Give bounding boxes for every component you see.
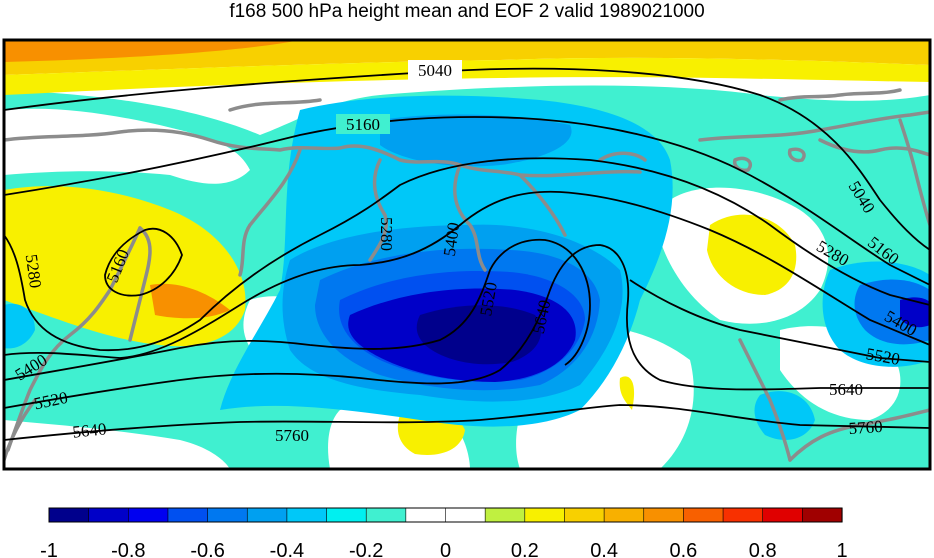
colorbar-cell (722, 507, 764, 523)
contour-5280 (4, 157, 930, 352)
colorbar-cell (286, 507, 328, 523)
contour-labels: 5040 5160 5040 5160 5160 5280 5280 5280 … (12, 60, 920, 445)
anomaly-near-zero-region (4, 420, 230, 469)
contour-5520-east (629, 279, 930, 363)
map-plot: 5040 5160 5040 5160 5160 5280 5280 5280 … (2, 38, 932, 471)
contour-label-5040: 5040 (418, 61, 452, 80)
colorbar-tick-label: 1 (836, 540, 847, 558)
colorbar-cell (246, 507, 288, 523)
anomaly-near-zero-region (4, 108, 250, 184)
contour-label-5280-center: 5280 (377, 217, 396, 251)
contour-5640 (4, 244, 930, 409)
colorbar-tick-label: -1 (40, 540, 58, 558)
contour-5760 (4, 404, 930, 441)
colorbar-tick-label: 0.4 (590, 540, 618, 558)
colorbar-cell (48, 507, 90, 523)
positive-anomaly-region (619, 376, 635, 410)
colorbar-cells (48, 507, 843, 523)
colorbar-tick-labels: -1 -0.8 -0.6 -0.4 -0.2 0 0.2 0.4 0.6 0.8 1 (40, 540, 847, 558)
negative-anomaly-region (380, 114, 572, 167)
contour-label-5760-west: 5760 (275, 426, 309, 445)
colorbar-tick-label: 0.8 (749, 540, 777, 558)
contour-label-5160: 5160 (346, 115, 380, 134)
colorbar-cell (326, 507, 367, 523)
colorbar-outline (48, 507, 843, 523)
colorbar-tick-label: 0.2 (511, 540, 539, 558)
colorbar-cell (207, 507, 248, 523)
contour-5040 (4, 67, 930, 251)
colorbar-tick-label: -0.4 (270, 540, 304, 558)
contour-5520 (4, 238, 591, 381)
positive-anomaly-region (4, 40, 300, 62)
colorbar-cell (802, 507, 843, 523)
map-title: f168 500 hPa height mean and EOF 2 valid… (229, 1, 705, 22)
colorbar-cell (524, 507, 566, 523)
colorbar-cell (762, 507, 803, 523)
coastlines (4, 88, 930, 462)
negative-anomaly-region (4, 303, 35, 349)
contour-5400 (4, 190, 930, 359)
colorbar-cell (484, 507, 526, 523)
height-contours (4, 67, 930, 441)
negative-anomaly-region (854, 279, 930, 345)
colorbar-cell (365, 507, 407, 523)
contour-label-5760-east: 5760 (848, 417, 883, 438)
colorbar-tick-label: 0 (440, 540, 451, 558)
colorbar-cell (445, 507, 486, 523)
colorbar-cell (405, 507, 447, 523)
colorbar-cell (88, 507, 129, 523)
contour-5160 (4, 116, 930, 286)
colorbar-cell (683, 507, 724, 523)
positive-anomaly-region (4, 57, 930, 95)
colorbar-cell (167, 507, 209, 523)
contour-label-5280-west: 5280 (22, 253, 46, 289)
contour-5160-low (104, 227, 183, 297)
contour-label-5640-west: 5640 (72, 419, 108, 441)
positive-anomaly-region (707, 214, 797, 295)
negative-anomaly-region (900, 297, 930, 328)
negative-anomaly-region (416, 305, 542, 365)
colorbar-tick-label: -0.2 (349, 540, 383, 558)
colorbar-cell (603, 507, 645, 523)
colorbar-tick-label: -0.6 (190, 540, 224, 558)
colorbar-tick-label: 0.6 (669, 540, 697, 558)
colorbar-tick-label: -0.8 (111, 540, 145, 558)
contour-label-5400-center: 5400 (440, 221, 464, 257)
colorbar-cell (564, 507, 605, 523)
map-frame (2, 38, 932, 471)
contour-label-5640-east: 5640 (829, 380, 863, 399)
colorbar-cell (128, 507, 169, 523)
colorbar-cell (643, 507, 685, 523)
